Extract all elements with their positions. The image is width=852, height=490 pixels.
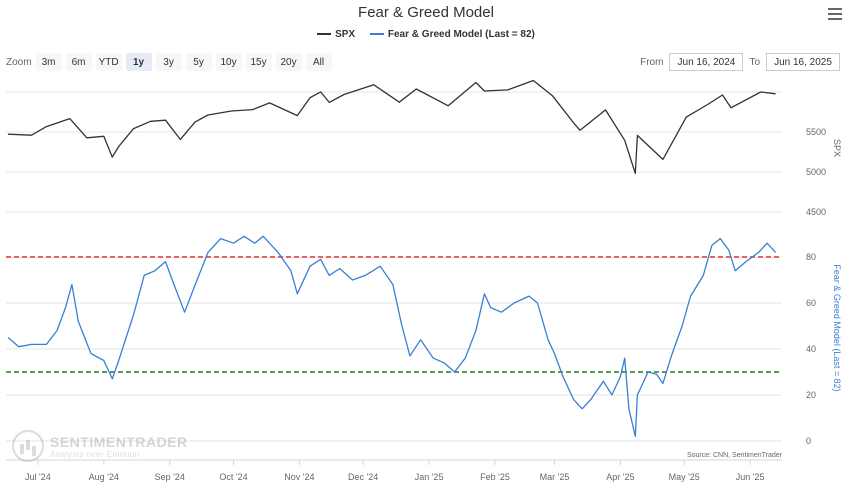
fg-y-tick-label: 20	[806, 390, 816, 400]
spx-y-tick-label: 5000	[806, 167, 826, 177]
zoom-button-20y[interactable]: 20y	[275, 53, 302, 71]
spx-axis-title: SPX	[832, 139, 842, 157]
zoom-button-5y[interactable]: 5y	[185, 53, 212, 71]
sentimentrader-watermark: SENTIMENTRADER Analysis over Emotion	[12, 430, 188, 462]
zoom-button-all[interactable]: All	[305, 53, 332, 71]
zoom-button-1y[interactable]: 1y	[125, 53, 152, 71]
sentimentrader-logo-icon	[12, 430, 44, 462]
x-tick-label: Feb '25	[480, 472, 510, 482]
zoom-button-10y[interactable]: 10y	[215, 53, 242, 71]
x-tick-label: Mar '25	[540, 472, 570, 482]
x-tick-label: Aug '24	[89, 472, 119, 482]
zoom-button-6m[interactable]: 6m	[65, 53, 92, 71]
zoom-label: Zoom	[6, 56, 32, 68]
zoom-button-3y[interactable]: 3y	[155, 53, 182, 71]
x-tick-label: Nov '24	[284, 472, 314, 482]
zoom-bar: Zoom 3m 6m YTD 1y 3y 5y 10y 15y 20y All	[6, 53, 336, 71]
x-tick-label: Jan '25	[415, 472, 444, 482]
fg-axis-title: Fear & Greed Model (Last = 82)	[832, 264, 842, 391]
from-date-input[interactable]	[669, 53, 744, 71]
fear-greed-series-line	[7, 235, 777, 438]
fg-y-tick-label: 60	[806, 298, 816, 308]
fg-y-tick-label: 0	[806, 436, 811, 446]
legend-item-spx[interactable]: SPX	[317, 29, 355, 40]
legend-label-fear-greed: Fear & Greed Model (Last = 82)	[387, 28, 535, 40]
from-label: From	[640, 56, 664, 68]
legend-item-fear-greed[interactable]: Fear & Greed Model (Last = 82)	[369, 28, 535, 40]
spx-series-line	[8, 79, 776, 175]
x-tick-label: May '25	[669, 472, 700, 482]
x-tick-label: Sep '24	[155, 472, 185, 482]
x-tick-label: Apr '25	[606, 472, 634, 482]
zoom-button-ytd[interactable]: YTD	[95, 53, 122, 71]
spx-y-tick-label: 4500	[806, 207, 826, 217]
x-tick-label: Dec '24	[348, 472, 378, 482]
source-credit: Source: CNN, SentimenTrader	[686, 452, 782, 459]
zoom-button-15y[interactable]: 15y	[245, 53, 272, 71]
zoom-button-3m[interactable]: 3m	[35, 53, 62, 71]
fg-y-tick-label: 40	[806, 344, 816, 354]
hamburger-menu-icon[interactable]	[828, 8, 842, 20]
legend-swatch-spx	[317, 33, 332, 35]
x-tick-label: Jul '24	[25, 472, 51, 482]
fg-y-tick-label: 80	[806, 252, 816, 262]
to-date-input[interactable]	[766, 53, 840, 71]
x-tick-label: Oct '24	[219, 472, 247, 482]
chart-title: Fear & Greed Model	[358, 4, 494, 21]
date-range-selector: From To	[640, 53, 846, 71]
watermark-tagline: Analysis over Emotion	[50, 449, 140, 459]
legend-swatch-fear-greed	[369, 33, 384, 35]
watermark-name: SENTIMENTRADER	[50, 433, 188, 450]
spx-y-tick-label: 5500	[806, 127, 826, 137]
legend-label-spx: SPX	[335, 28, 356, 40]
legend: SPX Fear & Greed Model (Last = 82)	[0, 27, 852, 40]
x-tick-label: Jun '25	[736, 472, 765, 482]
to-label: To	[749, 56, 760, 68]
